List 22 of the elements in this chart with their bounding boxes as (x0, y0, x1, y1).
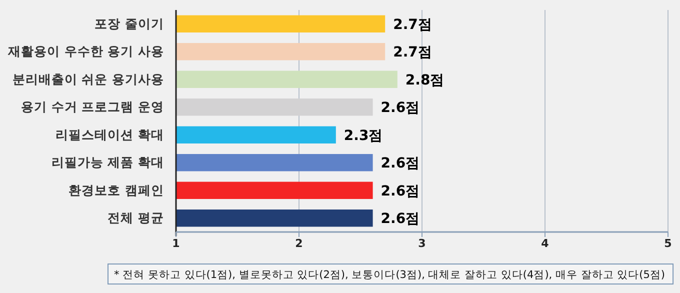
data-label: 2.6점 (380, 156, 420, 172)
data-label: 2.8점 (405, 72, 444, 88)
y-tick-label: 포장 줄이기 (94, 16, 164, 31)
y-tick-label: 용기 수거 프로그램 운영 (20, 99, 164, 114)
y-tick-label: 리필가능 제품 확대 (51, 154, 164, 170)
text: * 전혀 못하고 있다(1점), 별로못하고 있다(2점), 보통이다(3점), 대체로 잘하고 있다(4점), 매우 잘하고 있다(5점) (114, 269, 666, 281)
y-tick-label: 환경보호 캠페인 (68, 182, 164, 198)
y-tick-label: 리필스테이션 확대 (56, 126, 164, 142)
x-tick-label: 4 (541, 237, 550, 250)
data-label: 2.7점 (393, 44, 432, 61)
y-tick-label: 전체 평균 (108, 210, 164, 226)
data-label: 2.6점 (380, 211, 420, 228)
y-tick-label: 재활용이 우수한 용기 사용 (6, 44, 164, 59)
x-tick-label: 1 (172, 237, 180, 250)
x-tick-label: 3 (418, 237, 426, 250)
data-label: 2.7점 (393, 16, 432, 33)
x-tick-label: 5 (664, 237, 672, 250)
data-label: 2.6점 (380, 183, 420, 200)
x-tick-label: 2 (295, 237, 303, 250)
y-tick-label: 분리배출이 쉬운 용기사용 (12, 71, 164, 86)
data-label: 2.3점 (344, 128, 383, 144)
data-label: 2.6점 (380, 100, 420, 116)
